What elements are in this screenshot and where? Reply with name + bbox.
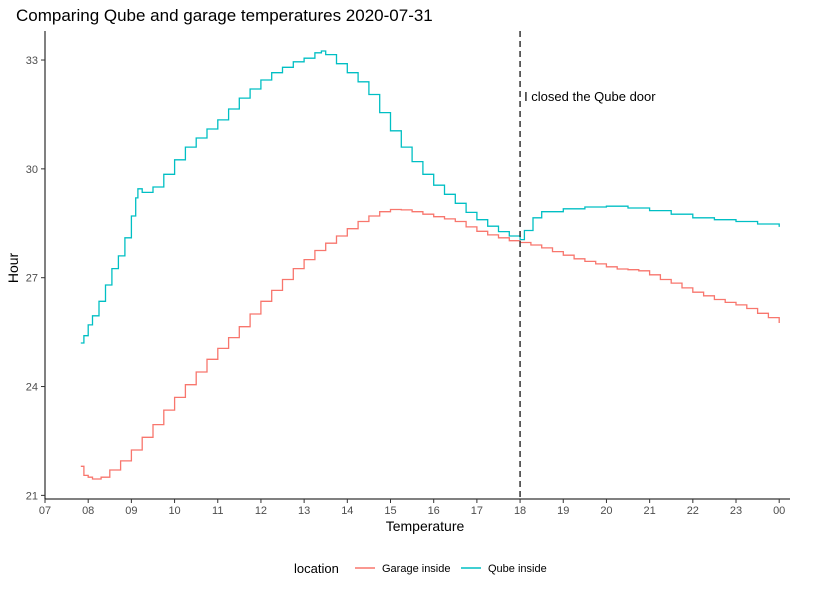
legend-title: location [294,561,339,576]
y-tick-label: 27 [26,273,38,285]
x-tick-label: 17 [471,505,483,517]
x-tick-label: 16 [428,505,440,517]
chart-title: Comparing Qube and garage temperatures 2… [16,6,433,25]
x-tick-label: 22 [687,505,699,517]
x-axis-title: Temperature [386,518,465,534]
series-line-qube-inside [80,50,780,344]
plot-panel: 07 08 09 10 11 12 13 14 15 16 17 18 19 20 21 22 23 00 21 24… [26,31,790,517]
x-tick-label: 00 [773,505,785,517]
x-tick-label: 12 [255,505,267,517]
x-tick-label: 15 [384,505,396,517]
x-tick-label: 07 [39,505,51,517]
x-tick-label: 08 [82,505,94,517]
legend-label-garage-inside: Garage inside [382,563,451,575]
x-tick-label: 11 [212,505,223,517]
x-tick-label: 10 [168,505,180,517]
x-tick-label: 23 [730,505,742,517]
y-tick-label: 33 [26,55,38,67]
x-tick-label: 21 [644,505,656,517]
series-line-garage-inside [80,208,780,480]
x-tick-label: 09 [125,505,137,517]
x-tick-label: 13 [298,505,310,517]
legend: location Garage inside Qube inside [294,561,547,576]
x-tick-label: 14 [341,505,353,517]
x-tick-label: 19 [557,505,569,517]
x-tick-label: 18 [514,505,526,517]
y-tick-label: 21 [26,490,38,502]
y-axis-title: Hour [5,252,21,283]
legend-label-qube-inside: Qube inside [488,563,547,575]
annotation-label: I closed the Qube door [524,89,656,104]
y-tick-label: 24 [26,382,38,394]
x-tick-label: 20 [600,505,612,517]
y-tick-label: 30 [26,164,38,176]
